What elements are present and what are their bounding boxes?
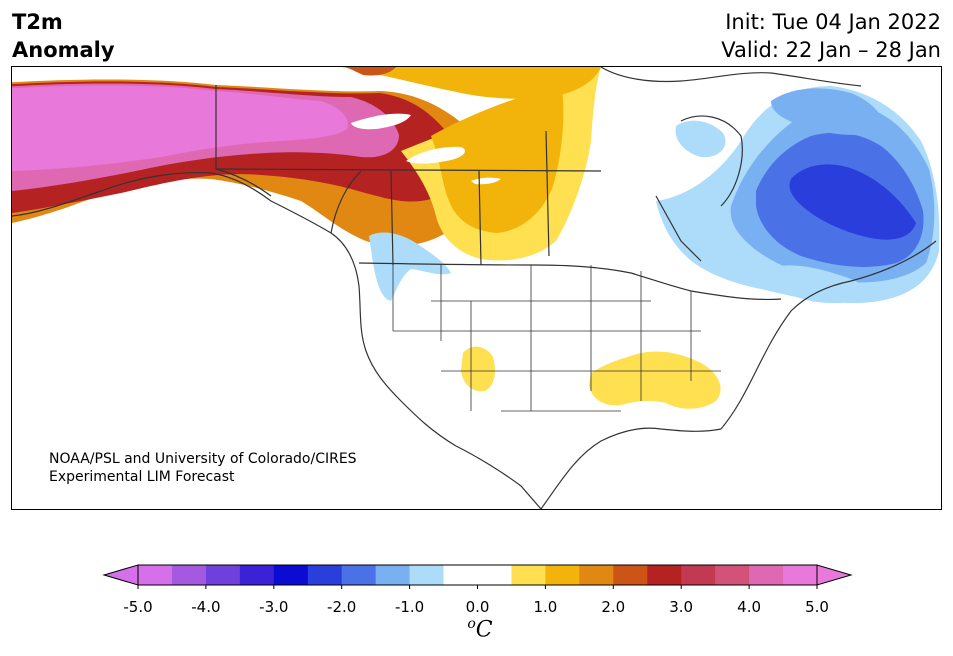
bc-alberta-border [330, 170, 362, 234]
credit-line-1: NOAA/PSL and University of Colorado/CIRE… [49, 451, 357, 467]
colorbar-over-arrow [816, 564, 853, 586]
colorbar-tick-label: 0.0 [465, 598, 490, 616]
colorbar-tick-label: 2.0 [601, 598, 626, 616]
unit-celsius: C [475, 617, 493, 643]
hudson-coastline [680, 115, 743, 207]
colorbar-unit: oC [460, 616, 500, 642]
anomaly-map [11, 66, 942, 510]
colorbar-tick-label: -3.0 [259, 598, 289, 616]
colorbar-bin [511, 565, 546, 585]
colorbar-tick-label: 1.0 [533, 598, 558, 616]
colorbar-bin [749, 565, 784, 585]
colorbar-bin [205, 565, 241, 585]
pacific-coastline [12, 172, 542, 509]
southeast-warm [589, 351, 721, 409]
valid-range: Valid: 22 Jan – 28 Jan [721, 38, 941, 62]
southwest-warm [461, 346, 495, 392]
colorbar-bin [341, 565, 377, 585]
credit-line-2: Experimental LIM Forecast [49, 469, 235, 485]
boundaries [12, 67, 937, 509]
east-canada-coldest [789, 164, 916, 240]
title-kind: Anomaly [12, 38, 115, 62]
manitoba-ontario-border [545, 130, 550, 257]
colorbar-bin [239, 565, 275, 585]
arctic-coastline [600, 67, 862, 87]
colorbar-tick-label: 4.0 [737, 598, 762, 616]
colorbar-tick-label: -5.0 [123, 598, 153, 616]
anomaly-shading [12, 67, 940, 409]
colorbar-bin [138, 565, 173, 585]
colorbar-bin [273, 565, 309, 585]
lake-athabasca [471, 177, 501, 185]
colorbar-bin [545, 565, 580, 585]
colorbar-bin [715, 565, 750, 585]
colorbar-bin [409, 565, 445, 585]
colorbar-tick-label: 5.0 [805, 598, 829, 616]
colorbar-bin [579, 565, 614, 585]
title-variable: T2m [12, 10, 63, 34]
forecast-dates: Init: Tue 04 Jan 2022 Valid: 22 Jan – 28… [721, 8, 941, 64]
colorbar-bin [681, 565, 716, 585]
colorbar-bin [443, 565, 478, 585]
colorbar-bin [477, 565, 512, 585]
init-date: Init: Tue 04 Jan 2022 [725, 10, 941, 34]
colorbar-bin [613, 565, 648, 585]
maritimes-cool [781, 265, 861, 304]
map-canvas [12, 67, 940, 509]
ontario-quebec-border [655, 195, 702, 262]
sask-manitoba-border [478, 170, 482, 266]
colorbar-tick-label: -2.0 [327, 598, 357, 616]
atlantic-coastline [720, 240, 937, 430]
colorbar-tick-label: -4.0 [191, 598, 221, 616]
alaska-max-band [12, 85, 348, 171]
gulf-coastline [540, 427, 722, 509]
territories-line [215, 168, 602, 172]
pnw-cool [369, 232, 451, 301]
great-bear-lake [351, 113, 411, 130]
colorbar-bin [171, 565, 207, 585]
colorbar-under-arrow [102, 564, 139, 586]
map-title: T2m Anomaly [12, 8, 115, 64]
colorbar-tick-label: -1.0 [394, 598, 425, 616]
north-canada-warm [341, 67, 601, 99]
north-canada-hot [346, 67, 396, 76]
hudson-cool [675, 120, 726, 158]
colorbar-bin [647, 565, 682, 585]
unit-degree: o [467, 616, 476, 632]
great-slave-lake [406, 146, 466, 164]
colorbar-tick-label: 3.0 [669, 598, 694, 616]
colorbar-bin [307, 565, 343, 585]
us-state-lines [392, 265, 721, 412]
credit-text: NOAA/PSL and University of Colorado/CIRE… [49, 450, 357, 486]
colorbar [102, 564, 853, 589]
us-canada-border [358, 262, 782, 301]
colorbar-bin [783, 565, 818, 585]
alberta-sask-border [390, 170, 394, 266]
plains-gold [431, 81, 564, 233]
colorbar-bin [375, 565, 411, 585]
arctic-cool [771, 88, 884, 135]
